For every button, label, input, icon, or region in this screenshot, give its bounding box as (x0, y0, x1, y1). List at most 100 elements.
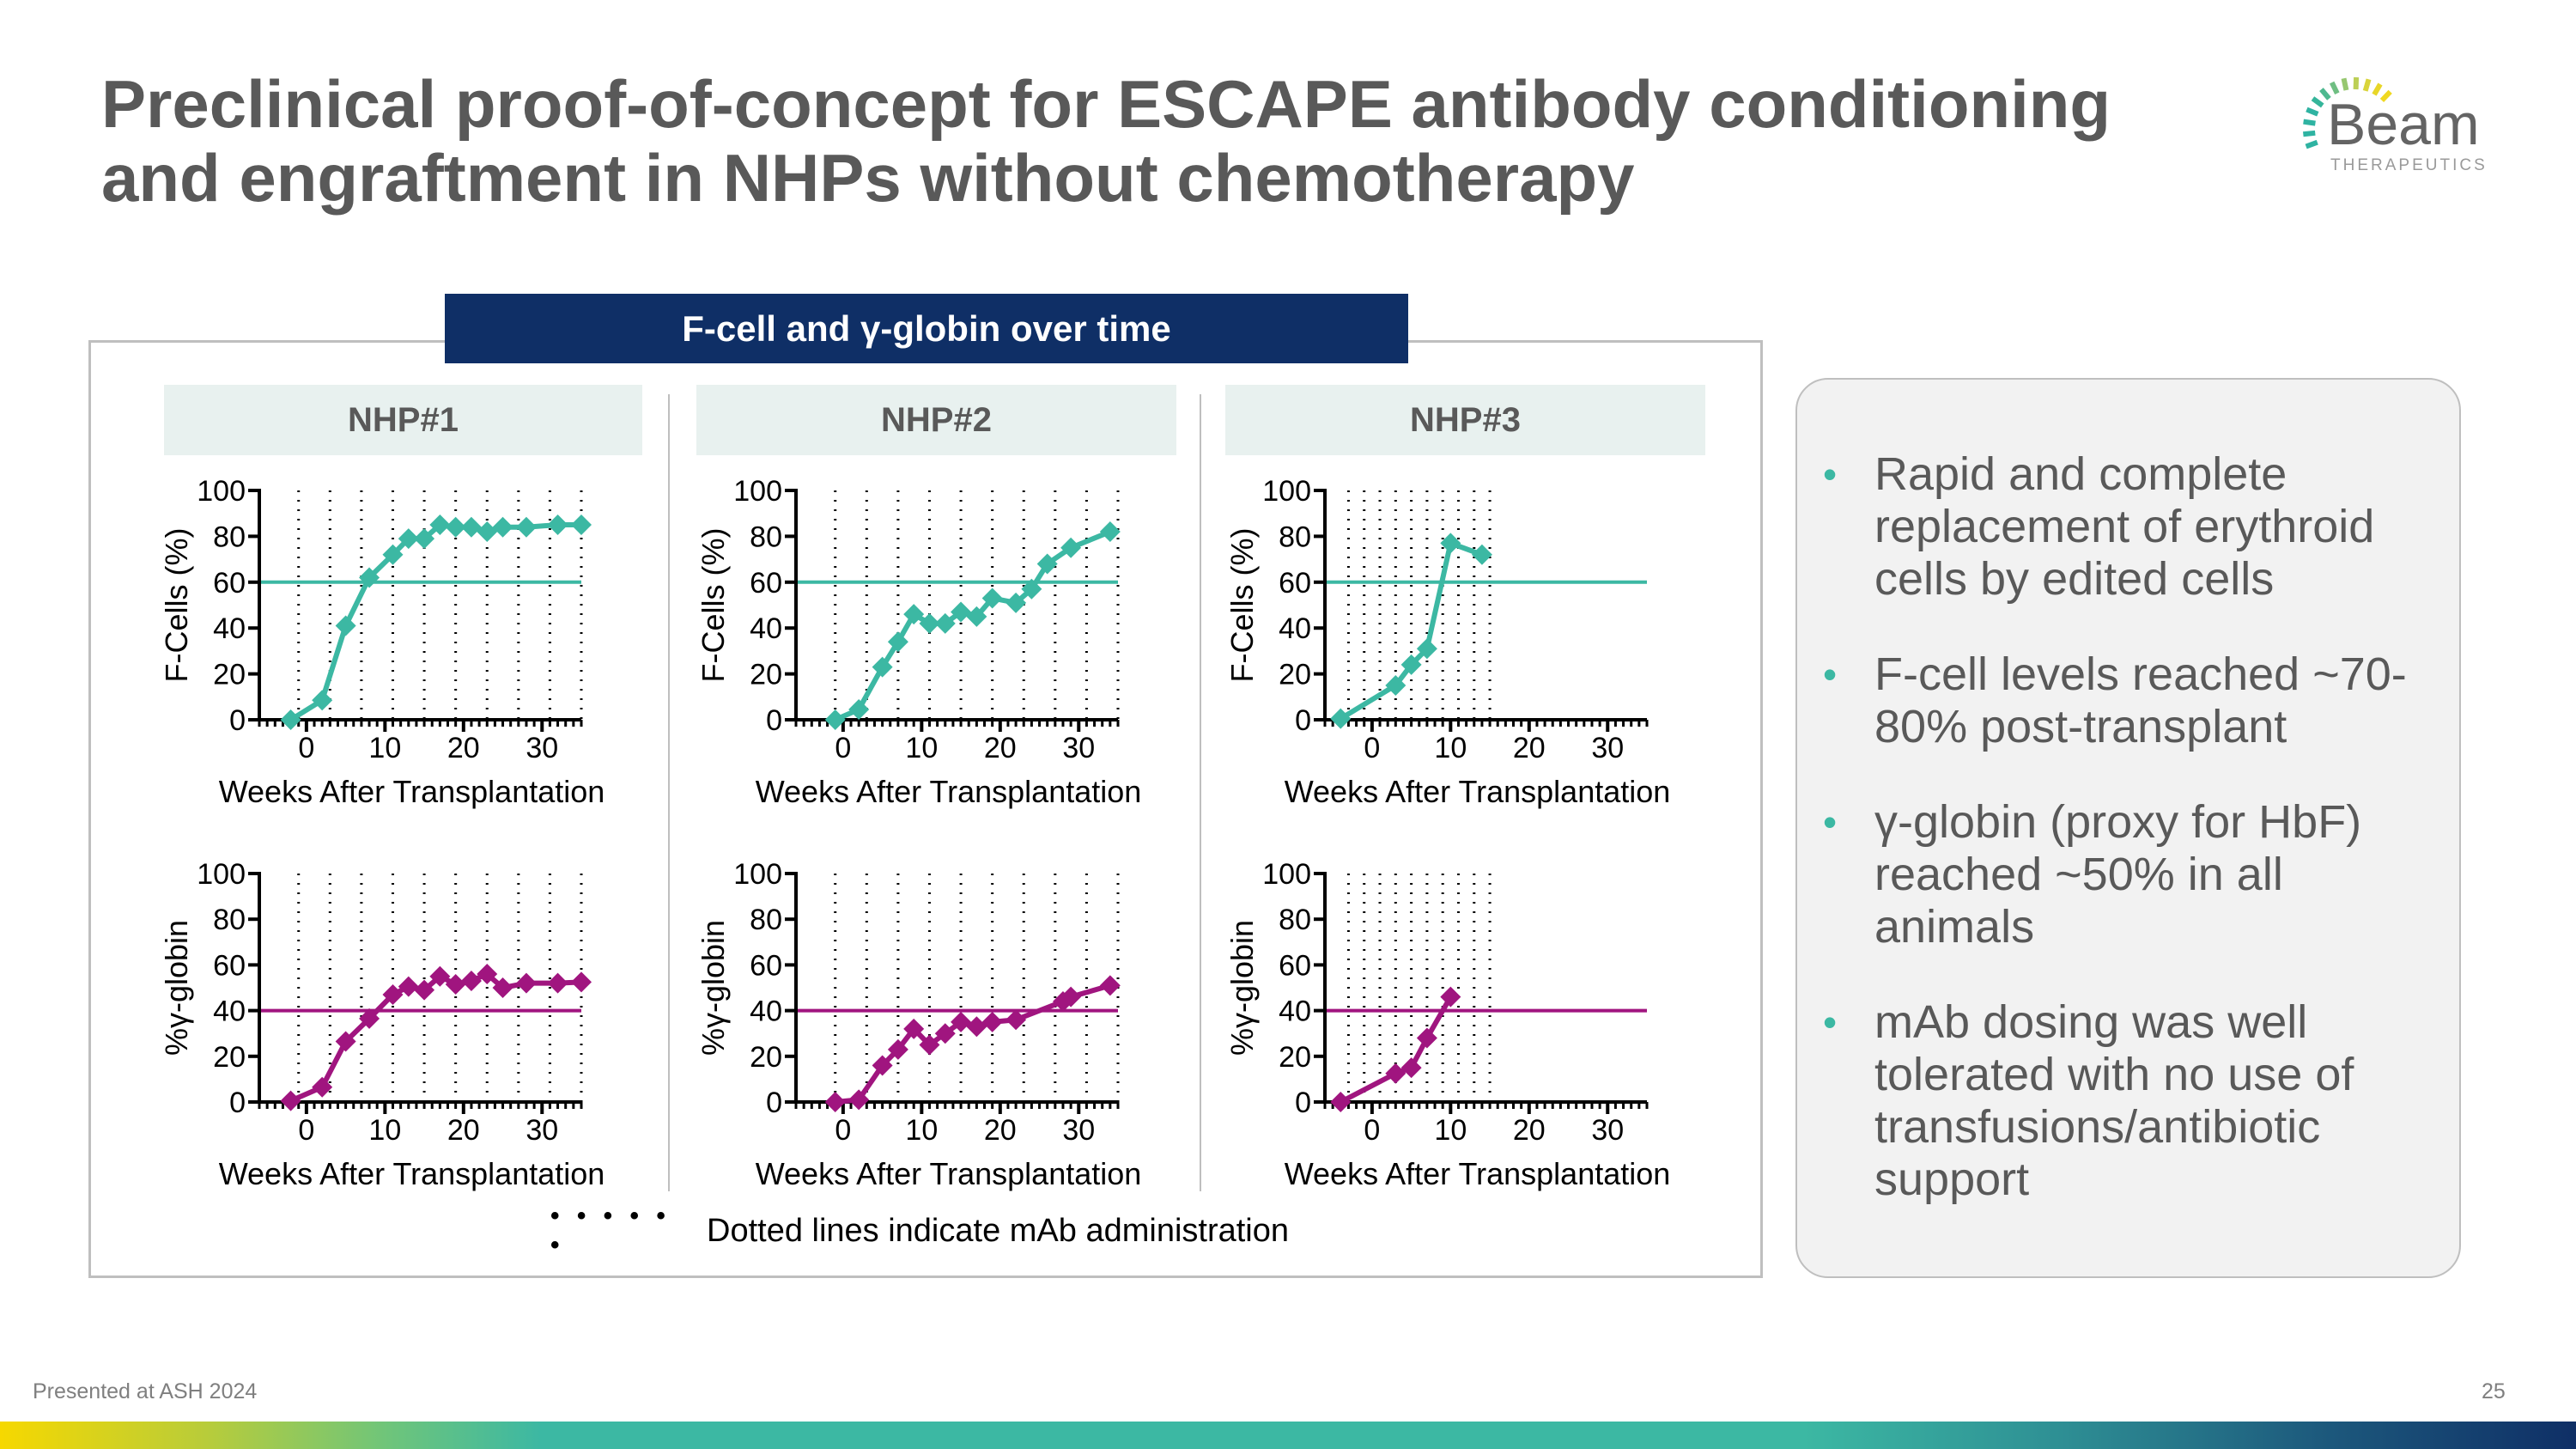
data-point (515, 516, 537, 538)
nhp2-header: NHP#2 (696, 385, 1176, 455)
logo-ray (2303, 130, 2316, 137)
series-line (289, 971, 582, 1104)
x-axis-title: Weeks After Transplantation (219, 1156, 605, 1191)
x-axis-title: Weeks After Transplantation (756, 774, 1142, 809)
y-tick-label: 0 (1295, 704, 1311, 737)
data-point (547, 514, 568, 536)
logo-sub: THERAPEUTICS (2330, 156, 2488, 174)
data-point (1060, 537, 1082, 558)
data-point (477, 521, 498, 543)
nhp3-header: NHP#3 (1225, 385, 1705, 455)
data-point (1036, 553, 1058, 575)
y-tick-label: 80 (213, 904, 246, 936)
data-point (477, 964, 498, 985)
y-tick-label: 20 (1279, 1041, 1311, 1074)
y-tick-label: 100 (197, 475, 246, 508)
bullet-icon: • (1823, 452, 1838, 496)
data-point (903, 1018, 925, 1039)
data-point (934, 612, 956, 634)
data-point (848, 698, 870, 720)
y-tick-label: 40 (213, 995, 246, 1028)
x-tick-label: 30 (526, 732, 558, 764)
footer-source: Presented at ASH 2024 (33, 1379, 258, 1403)
y-tick-label: 0 (766, 704, 782, 737)
data-point (445, 516, 466, 538)
data-point (429, 514, 451, 536)
data-point (903, 604, 925, 625)
slide-title-line-2: and engraftment in NHPs without chemothe… (101, 140, 1635, 216)
x-tick-label: 20 (1513, 1114, 1546, 1147)
chart-nhp2-gamma-globin: 0 10 20 30 0 20 40 60 80 100%γ-globin Weeks After … (696, 858, 1141, 1191)
data-point (1416, 1027, 1437, 1049)
y-tick-label: 20 (750, 659, 782, 691)
data-point (1471, 544, 1492, 565)
data-point (1440, 533, 1461, 554)
y-axis-title: %γ-globin (159, 920, 194, 1056)
y-tick-label: 80 (750, 521, 782, 553)
footer-gradient-bar (0, 1422, 2576, 1449)
x-tick-label: 30 (1062, 732, 1095, 764)
data-point (280, 1090, 301, 1111)
x-tick-label: 0 (835, 1114, 851, 1147)
data-point (1021, 578, 1042, 600)
dotted-line-legend-icon: • • • • • • (550, 1202, 671, 1259)
y-tick-label: 0 (1295, 1087, 1311, 1119)
findings-list: • Rapid and complete replacement of eryth… (1823, 448, 2441, 1249)
y-tick-label: 60 (750, 567, 782, 600)
x-tick-label: 30 (1062, 1114, 1095, 1147)
finding-item: • mAb dosing was well tolerated with no u… (1823, 996, 2441, 1206)
data-point (966, 606, 987, 627)
y-tick-label: 100 (1262, 475, 1311, 508)
data-point (1400, 654, 1422, 675)
data-point (492, 516, 513, 538)
y-tick-label: 100 (1262, 858, 1311, 891)
data-point (382, 544, 404, 565)
x-tick-label: 0 (1364, 1114, 1380, 1147)
data-point (919, 612, 940, 634)
y-tick-label: 20 (213, 659, 246, 691)
data-point (1099, 521, 1121, 543)
x-tick-label: 10 (905, 732, 938, 764)
data-point (492, 977, 513, 998)
data-point (981, 588, 1003, 609)
y-tick-label: 60 (750, 949, 782, 982)
data-point (414, 528, 435, 550)
logo-name: Beam (2327, 92, 2480, 157)
y-tick-label: 0 (229, 704, 246, 737)
data-point (934, 1023, 956, 1044)
x-tick-label: 20 (1513, 732, 1546, 764)
data-point (1416, 638, 1437, 660)
bullet-icon: • (1823, 1000, 1838, 1044)
data-point (547, 972, 568, 994)
data-point (1005, 592, 1027, 613)
x-tick-label: 0 (1364, 732, 1380, 764)
finding-item: • Rapid and complete replacement of eryth… (1823, 448, 2441, 606)
logo-ray (2379, 89, 2392, 102)
finding-text: mAb dosing was well tolerated with no us… (1874, 996, 2354, 1205)
chart-nhp3-gamma-globin: 0 10 20 30 0 20 40 60 80 100%γ-globin Weeks After … (1224, 858, 1670, 1191)
finding-text: F-cell levels reached ~70-80% post-trans… (1874, 648, 2407, 752)
data-point (359, 1008, 380, 1029)
data-point (824, 709, 846, 730)
series-line (289, 522, 581, 722)
data-point (872, 656, 893, 678)
y-tick-label: 40 (750, 995, 782, 1028)
y-tick-label: 80 (1279, 904, 1311, 936)
data-point (951, 1011, 972, 1032)
page-number: 25 (2482, 1379, 2506, 1403)
logo-ray (2330, 81, 2340, 94)
y-axis-title: F-Cells (%) (159, 528, 194, 683)
y-tick-label: 40 (213, 612, 246, 645)
x-tick-label: 0 (298, 732, 314, 764)
data-point (1330, 1092, 1352, 1112)
y-tick-label: 20 (213, 1041, 246, 1074)
finding-item: • γ-globin (proxy for HbF) reached ~50% i… (1823, 796, 2441, 953)
x-tick-label: 20 (447, 732, 480, 764)
y-tick-label: 20 (750, 1041, 782, 1074)
x-tick-label: 0 (298, 1114, 314, 1147)
logo-ray (2306, 107, 2319, 117)
y-tick-label: 60 (1279, 567, 1311, 600)
key-findings-panel: • Rapid and complete replacement of eryth… (1795, 378, 2461, 1278)
